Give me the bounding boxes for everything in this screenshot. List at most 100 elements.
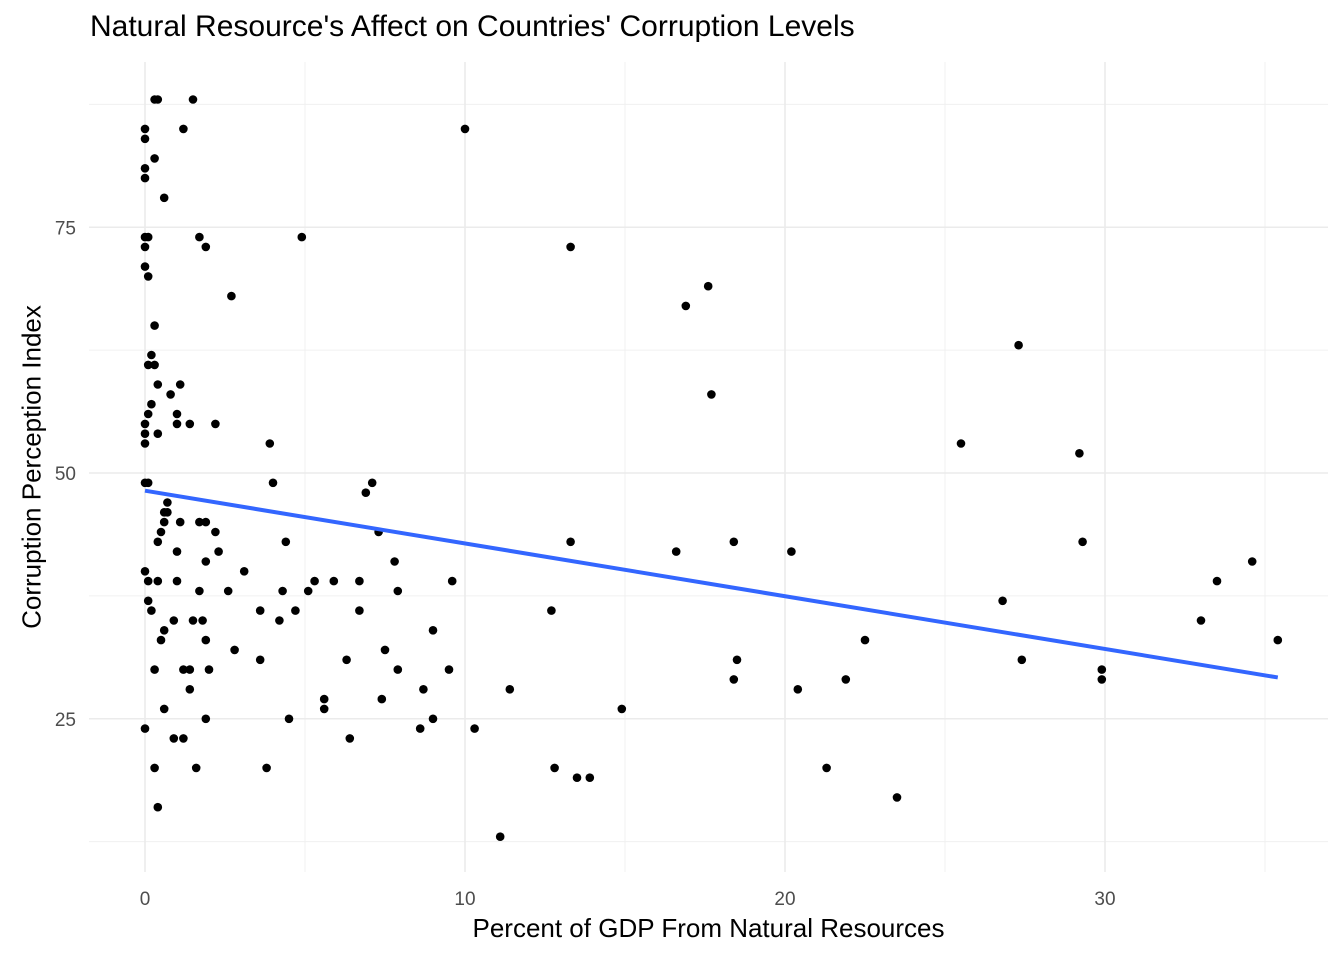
data-point bbox=[150, 665, 159, 674]
data-point bbox=[159, 193, 169, 203]
data-point bbox=[428, 626, 438, 635]
data-point bbox=[1075, 449, 1084, 458]
data-point bbox=[172, 409, 182, 419]
data-point bbox=[956, 439, 966, 448]
data-point bbox=[140, 419, 150, 429]
data-point bbox=[211, 527, 220, 537]
data-point bbox=[367, 478, 377, 488]
data-point bbox=[175, 380, 185, 389]
data-point bbox=[415, 724, 425, 733]
data-point bbox=[390, 557, 399, 566]
data-point bbox=[355, 606, 364, 615]
data-point bbox=[191, 763, 201, 773]
data-point bbox=[147, 350, 156, 360]
data-point bbox=[822, 763, 831, 773]
x-tick-label: 20 bbox=[774, 889, 795, 910]
data-point bbox=[585, 773, 595, 782]
data-point bbox=[201, 635, 211, 645]
data-point bbox=[198, 616, 207, 625]
data-point bbox=[377, 694, 387, 704]
data-point bbox=[729, 675, 739, 684]
data-point bbox=[150, 763, 159, 773]
data-point bbox=[732, 655, 742, 665]
data-point bbox=[892, 793, 902, 802]
data-point bbox=[1097, 665, 1107, 674]
data-point bbox=[281, 537, 291, 547]
data-point bbox=[169, 616, 179, 625]
trend-line bbox=[144, 488, 1279, 680]
data-point bbox=[143, 596, 153, 606]
data-point bbox=[566, 242, 575, 252]
data-point bbox=[140, 242, 150, 252]
data-point bbox=[707, 390, 716, 399]
data-point bbox=[428, 714, 438, 724]
data-point bbox=[671, 547, 681, 556]
data-point bbox=[153, 429, 163, 439]
data-point bbox=[550, 763, 559, 773]
data-point bbox=[188, 95, 198, 104]
data-point bbox=[153, 576, 163, 586]
data-point bbox=[143, 478, 153, 488]
data-point bbox=[179, 665, 188, 674]
data-point bbox=[147, 606, 156, 615]
data-point bbox=[841, 675, 851, 684]
data-point bbox=[460, 124, 470, 134]
data-point bbox=[265, 439, 275, 448]
data-point bbox=[227, 291, 236, 301]
data-point bbox=[419, 685, 428, 694]
data-point bbox=[505, 685, 515, 694]
data-point bbox=[1097, 675, 1107, 684]
data-point bbox=[153, 380, 163, 389]
data-point bbox=[361, 488, 371, 498]
data-point bbox=[195, 517, 204, 527]
data-point bbox=[172, 547, 182, 556]
data-point bbox=[159, 626, 169, 635]
data-point bbox=[393, 586, 403, 596]
data-point bbox=[230, 645, 239, 655]
data-point bbox=[297, 232, 307, 242]
data-point bbox=[355, 576, 364, 586]
data-point bbox=[223, 586, 233, 596]
data-point bbox=[860, 635, 870, 645]
y-axis-label: Corruption Perception Index bbox=[16, 305, 47, 629]
data-point bbox=[201, 714, 211, 724]
data-point bbox=[1078, 537, 1087, 547]
data-point bbox=[143, 272, 153, 281]
data-point bbox=[255, 606, 265, 615]
major-gridlines bbox=[89, 62, 1328, 872]
data-point bbox=[998, 596, 1007, 606]
data-point bbox=[1212, 576, 1222, 586]
data-point bbox=[255, 655, 265, 665]
data-point bbox=[153, 537, 163, 547]
y-tick-label: 25 bbox=[55, 710, 76, 731]
data-point bbox=[1196, 616, 1206, 625]
x-tick-label: 30 bbox=[1094, 889, 1115, 910]
data-point bbox=[140, 124, 150, 134]
data-point bbox=[319, 694, 329, 704]
data-point bbox=[1014, 340, 1023, 350]
data-point bbox=[159, 704, 169, 714]
data-point bbox=[140, 567, 150, 576]
data-point bbox=[275, 616, 284, 625]
data-point bbox=[345, 734, 355, 743]
data-point bbox=[393, 665, 403, 674]
data-point bbox=[159, 517, 169, 527]
data-point bbox=[150, 321, 159, 330]
data-point bbox=[140, 173, 150, 183]
data-point bbox=[143, 576, 153, 586]
minor-gridlines bbox=[89, 62, 1328, 872]
data-point bbox=[262, 763, 271, 773]
data-point bbox=[156, 635, 166, 645]
data-point bbox=[188, 616, 198, 625]
data-point bbox=[150, 154, 159, 163]
x-axis-label: Percent of GDP From Natural Resources bbox=[472, 913, 945, 943]
trend-line-group bbox=[144, 488, 1279, 680]
data-point bbox=[201, 557, 211, 566]
data-point bbox=[156, 527, 166, 537]
y-axis-ticks: 25 50 75 bbox=[55, 218, 76, 731]
data-point bbox=[1273, 635, 1283, 645]
data-point bbox=[140, 134, 150, 144]
data-point bbox=[278, 586, 287, 596]
data-point bbox=[163, 508, 172, 517]
data-point bbox=[729, 537, 739, 547]
